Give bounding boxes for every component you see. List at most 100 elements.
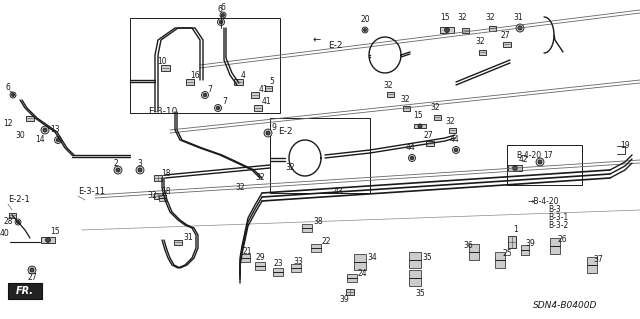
Text: 1: 1 <box>514 226 518 234</box>
Circle shape <box>204 93 207 97</box>
Circle shape <box>12 93 15 97</box>
Circle shape <box>513 166 518 170</box>
Text: 32: 32 <box>383 80 393 90</box>
Bar <box>273 268 283 272</box>
Bar <box>433 115 440 120</box>
Text: 31: 31 <box>183 233 193 241</box>
Circle shape <box>138 168 142 172</box>
Text: 35: 35 <box>422 253 432 262</box>
Bar <box>26 115 34 121</box>
Circle shape <box>454 148 458 152</box>
Text: FR.: FR. <box>16 286 34 296</box>
Text: 29: 29 <box>255 254 265 263</box>
Circle shape <box>43 128 47 132</box>
Text: 14: 14 <box>35 136 45 145</box>
Bar <box>255 266 265 270</box>
Circle shape <box>216 106 220 110</box>
Text: 3: 3 <box>138 159 143 167</box>
Bar <box>159 198 166 201</box>
Circle shape <box>518 26 522 30</box>
Circle shape <box>114 166 122 174</box>
Circle shape <box>516 24 524 32</box>
Text: 18: 18 <box>161 188 171 197</box>
Bar <box>409 252 421 260</box>
Text: E-2-1: E-2-1 <box>8 196 29 204</box>
Circle shape <box>536 158 544 166</box>
Bar <box>403 106 410 110</box>
Text: 6: 6 <box>221 4 225 12</box>
Text: 21: 21 <box>243 247 252 256</box>
Text: 42: 42 <box>518 155 528 165</box>
Text: 30: 30 <box>15 130 25 139</box>
Circle shape <box>410 156 413 160</box>
Text: 32: 32 <box>475 38 485 47</box>
Bar <box>154 193 162 199</box>
Bar <box>240 258 250 262</box>
Text: 32: 32 <box>430 103 440 113</box>
Text: 27: 27 <box>423 130 433 139</box>
Text: 25: 25 <box>502 249 512 258</box>
Text: 32: 32 <box>235 183 245 192</box>
Circle shape <box>10 92 16 98</box>
Bar <box>550 246 560 254</box>
Text: 32: 32 <box>445 117 455 127</box>
Circle shape <box>266 131 270 135</box>
Bar <box>587 265 597 273</box>
Bar <box>354 262 366 270</box>
Bar <box>41 237 55 243</box>
Text: 27: 27 <box>27 273 37 283</box>
Bar <box>291 264 301 268</box>
Text: SDN4-B0400D: SDN4-B0400D <box>533 300 597 309</box>
Text: 16: 16 <box>190 71 200 80</box>
Text: 34: 34 <box>367 254 377 263</box>
Text: →B-4-20: →B-4-20 <box>528 197 559 206</box>
Bar <box>414 123 426 129</box>
Bar <box>270 118 370 193</box>
Text: 41: 41 <box>258 85 268 93</box>
Text: E-3-11: E-3-11 <box>78 188 105 197</box>
Text: 27: 27 <box>500 31 510 40</box>
Bar <box>461 27 468 33</box>
Circle shape <box>220 12 226 18</box>
Bar <box>347 274 357 278</box>
Bar <box>311 248 321 252</box>
Text: 28: 28 <box>3 218 13 226</box>
Bar <box>469 252 479 260</box>
Circle shape <box>116 168 120 172</box>
Text: 9: 9 <box>271 122 276 131</box>
Bar <box>154 175 162 181</box>
Circle shape <box>41 126 49 134</box>
Text: 39: 39 <box>525 240 535 249</box>
Text: 37: 37 <box>593 256 603 264</box>
Bar <box>234 79 243 85</box>
Circle shape <box>452 146 460 153</box>
Circle shape <box>15 219 21 225</box>
Text: 6: 6 <box>6 84 10 93</box>
Bar <box>302 228 312 232</box>
Circle shape <box>218 19 225 26</box>
Bar <box>508 236 516 248</box>
Circle shape <box>264 129 272 137</box>
Circle shape <box>17 220 19 224</box>
Bar <box>550 238 560 246</box>
Bar <box>426 140 434 145</box>
Bar <box>507 145 582 185</box>
Bar <box>302 224 312 228</box>
Text: 20: 20 <box>360 16 370 25</box>
Text: 35: 35 <box>415 290 425 299</box>
Circle shape <box>362 27 368 33</box>
Text: 32: 32 <box>457 13 467 23</box>
Text: 43: 43 <box>333 188 343 197</box>
Bar <box>240 254 250 258</box>
Text: 10: 10 <box>157 56 167 65</box>
Text: E-2: E-2 <box>328 41 342 49</box>
Text: 32: 32 <box>485 13 495 23</box>
Text: 13: 13 <box>50 125 60 135</box>
Bar <box>161 65 170 71</box>
Bar <box>521 245 529 250</box>
Text: 5: 5 <box>269 78 275 86</box>
Circle shape <box>214 105 221 112</box>
Text: 32: 32 <box>255 174 265 182</box>
Bar <box>311 244 321 248</box>
Circle shape <box>202 92 209 99</box>
